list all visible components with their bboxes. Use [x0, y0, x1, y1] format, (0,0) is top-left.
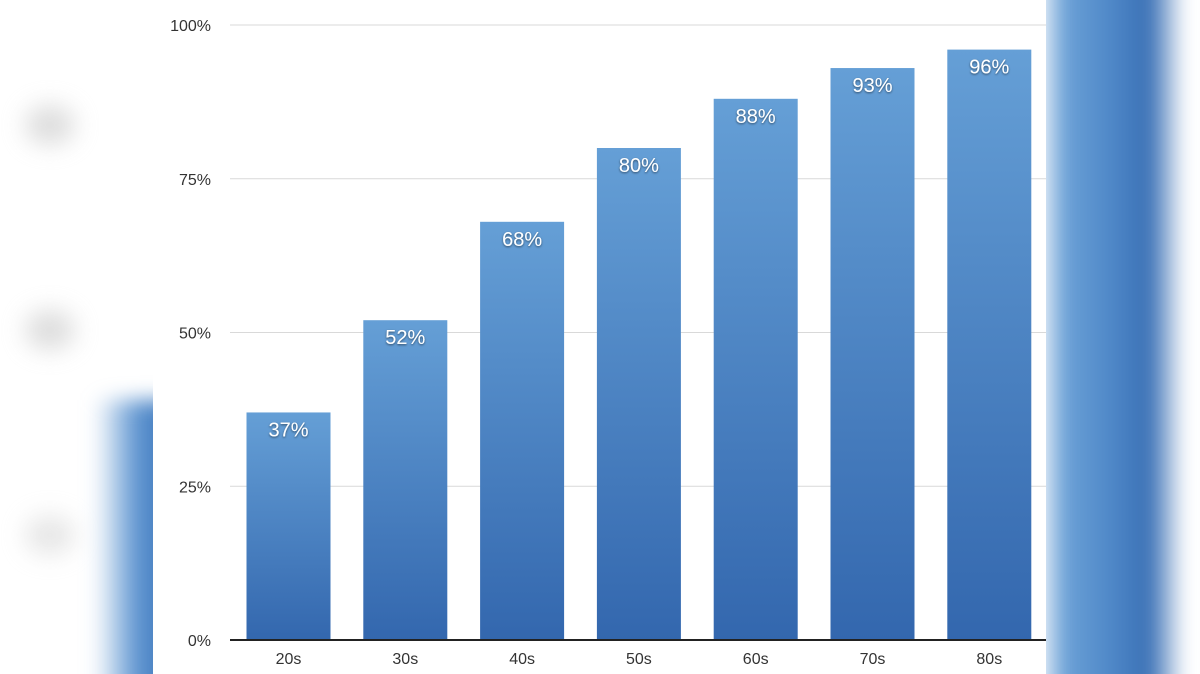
- y-tick-label: 25%: [179, 479, 211, 496]
- bar-70s: [830, 68, 915, 641]
- bar-chart: 0% 25% 50% 75% 100% 20s 30s 40s 50s 60s 70s 80s 37…: [170, 18, 1046, 668]
- chart-panel: 0% 25% 50% 75% 100% 20s 30s 40s 50s 60s 70s 80s 37…: [153, 0, 1046, 674]
- data-label: 68%: [502, 229, 542, 251]
- y-tick-label: 75%: [179, 172, 211, 189]
- x-tick-label: 50s: [626, 651, 652, 668]
- blurred-shape: [25, 105, 75, 145]
- blurred-shape: [25, 515, 75, 555]
- y-tick-label: 50%: [179, 326, 211, 343]
- x-tick-label: 20s: [276, 651, 302, 668]
- bar-50s: [596, 148, 681, 640]
- bar-30s: [363, 320, 448, 640]
- x-tick-label: 70s: [860, 651, 886, 668]
- x-tick-label: 60s: [743, 651, 769, 668]
- y-tick-label: 100%: [170, 18, 211, 35]
- blurred-bar-shape: [1046, 0, 1186, 674]
- blurred-background-left: [0, 0, 153, 674]
- x-tick-label: 80s: [976, 651, 1002, 668]
- data-label: 96%: [969, 57, 1009, 79]
- bar-80s: [947, 49, 1032, 641]
- data-label: 52%: [385, 327, 425, 349]
- bar-40s: [480, 221, 565, 641]
- x-tick-label: 40s: [509, 651, 535, 668]
- blurred-shape: [25, 310, 75, 350]
- data-label: 80%: [619, 155, 659, 177]
- blurred-background-right: [1046, 0, 1200, 674]
- data-label: 93%: [852, 75, 892, 97]
- data-label: 88%: [736, 106, 776, 128]
- blurred-bar-shape: [95, 400, 153, 674]
- data-label: 37%: [268, 419, 308, 441]
- bar-60s: [713, 98, 798, 641]
- bar-20s: [246, 412, 331, 640]
- x-tick-label: 30s: [392, 651, 418, 668]
- y-tick-label: 0%: [188, 633, 211, 650]
